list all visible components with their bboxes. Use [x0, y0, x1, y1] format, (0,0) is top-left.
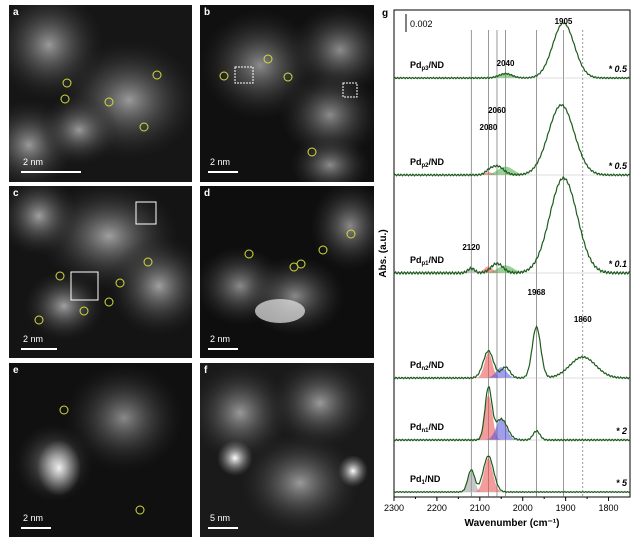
series-multiplier: * 0.1	[608, 259, 627, 269]
series-line	[393, 386, 631, 442]
scale-bar-label: 2 nm	[210, 334, 231, 344]
x-tick-label: 2200	[427, 503, 447, 513]
x-tick-label: 2100	[470, 503, 490, 513]
series-label: Pdn2/ND	[410, 360, 445, 372]
x-tick-label: 1900	[556, 503, 576, 513]
panel-label: a	[13, 7, 19, 18]
plot-frame	[393, 9, 631, 498]
micrograph-image-f	[200, 363, 374, 537]
scale-bar-label: 2 nm	[23, 157, 44, 167]
series-line	[393, 325, 631, 380]
micrograph-panel-c: c 2 nm	[9, 186, 192, 358]
panel-label: f	[204, 365, 208, 376]
fitted-component	[471, 458, 506, 492]
scale-bar-label: 5 nm	[210, 513, 231, 523]
abs-scale-bar-label: 0.002	[410, 19, 433, 29]
series-multiplier: * 5	[616, 478, 628, 488]
micrograph-panel-a: a 2 nm	[9, 5, 192, 182]
micrograph-image-a	[9, 5, 192, 182]
fitted-component	[474, 166, 537, 175]
x-tick-label: 2000	[513, 503, 533, 513]
scale-bar	[21, 527, 51, 529]
fitted-component	[473, 352, 504, 378]
fitted-component	[473, 395, 504, 440]
fitted-component	[480, 419, 522, 440]
peak-label: 1905	[555, 17, 573, 26]
series-label: Pd1/ND	[410, 474, 441, 486]
peak-label: 2060	[488, 106, 506, 115]
series-line	[393, 104, 631, 177]
scale-bar-label: 2 nm	[23, 334, 44, 344]
peak-label: 1860	[574, 315, 592, 324]
micrograph-image-c	[9, 186, 192, 358]
panel-label: e	[13, 365, 19, 376]
x-tick-label: 1800	[599, 503, 619, 513]
series-line	[393, 176, 631, 276]
y-axis-label: Abs. (a.u.)	[378, 229, 389, 277]
micrograph-image-d	[200, 186, 374, 358]
series-line	[393, 22, 631, 80]
fitted-component	[480, 367, 522, 378]
scale-bar	[21, 171, 81, 173]
peak-label: 2120	[462, 243, 480, 252]
panel-label: b	[204, 7, 211, 18]
scale-bar-label: 2 nm	[23, 513, 44, 523]
series-label: Pdp1/ND	[410, 255, 445, 267]
series-label: Pdn1/ND	[410, 422, 445, 434]
peak-label: 2080	[480, 123, 498, 132]
micrograph-image-b	[200, 5, 374, 182]
fitted-component	[474, 73, 537, 78]
panel-label: d	[204, 188, 211, 199]
scale-bar	[21, 348, 57, 350]
micrograph-panel-d: d 2 nm	[200, 186, 374, 358]
fitted-component	[471, 172, 506, 175]
fitted-component	[457, 472, 485, 492]
series-label: Pdp3/ND	[410, 60, 445, 72]
series-multiplier: * 0.5	[608, 161, 628, 171]
x-tick-label: 2300	[384, 503, 404, 513]
scale-bar	[208, 171, 238, 173]
series-multiplier: * 2	[616, 426, 627, 436]
fitted-component	[474, 265, 537, 273]
series-multiplier: * 0.5	[608, 64, 628, 74]
micrograph-image-e	[9, 363, 192, 537]
micrograph-panel-b: b 2 nm	[200, 5, 374, 182]
fitted-component	[471, 266, 506, 273]
series-line	[393, 455, 631, 494]
scale-bar-label: 2 nm	[210, 157, 231, 167]
micrograph-panel-f: f 5 nm	[200, 363, 374, 537]
panel-label: g	[382, 8, 388, 19]
peak-label: 2040	[497, 59, 515, 68]
peak-label: 1968	[528, 288, 546, 297]
micrograph-panel-e: e 2 nm	[9, 363, 192, 537]
scale-bar	[208, 527, 238, 529]
fitted-component	[457, 268, 485, 273]
x-axis-label: Wavenumber (cm⁻¹)	[465, 518, 560, 529]
series-label: Pdp2/ND	[410, 157, 445, 169]
scale-bar	[208, 348, 238, 350]
panel-label: c	[13, 188, 19, 199]
